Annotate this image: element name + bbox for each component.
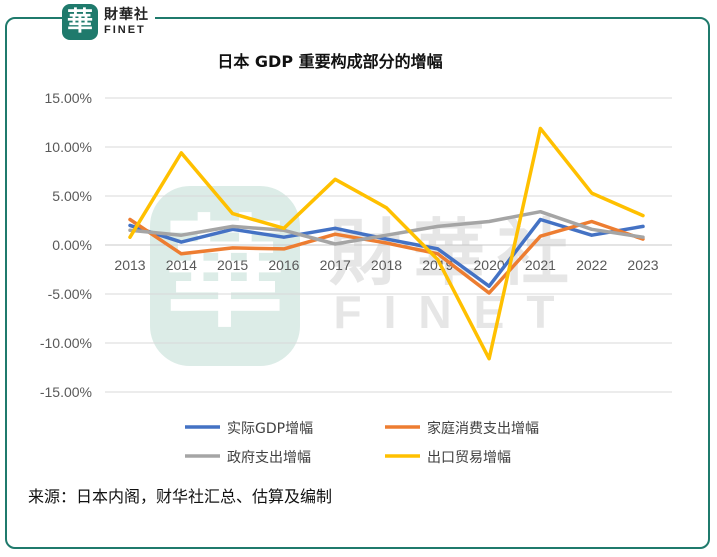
logo-name-en: FINET	[104, 24, 146, 36]
legend-label: 政府支出增幅	[227, 450, 311, 466]
y-axis-tick-labels: 15.00% 10.00% 5.00% 0.00% -5.00% -10.00% -15.0…	[40, 90, 92, 400]
logo-text: 財華社 FINET	[104, 8, 149, 36]
y-tick-label: -5.00%	[48, 286, 92, 302]
logo-badge: 華	[62, 4, 98, 40]
finet-logo: 華 財華社 FINET	[62, 4, 155, 40]
watermark: 華 財華社 FINET	[150, 186, 577, 366]
series-line	[128, 209, 645, 246]
chart-frame	[5, 17, 710, 549]
series-line	[128, 217, 645, 288]
x-tick-label: 2018	[371, 257, 402, 273]
watermark-badge-shape	[150, 186, 300, 366]
legend-label: 实际GDP增幅	[227, 421, 313, 437]
series-line	[128, 126, 645, 361]
gridlines	[105, 97, 672, 393]
x-tick-label: 2016	[268, 257, 299, 273]
x-tick-label: 2014	[166, 257, 197, 273]
y-tick-label: 0.00%	[52, 237, 92, 253]
x-tick-label: 2020	[474, 257, 505, 273]
x-tick-label: 2021	[525, 257, 556, 273]
logo-name-cn: 財華社	[104, 7, 149, 23]
x-tick-label: 2017	[320, 257, 351, 273]
y-tick-label: 5.00%	[52, 188, 92, 204]
x-axis-tick-labels: 2013 2014 2015 2016 2017 2018 2019 2020 2021 2022…	[114, 257, 658, 273]
y-tick-label: -10.00%	[40, 335, 92, 351]
legend-label: 出口贸易增幅	[427, 450, 511, 466]
x-tick-label: 2023	[627, 257, 658, 273]
y-tick-label: 15.00%	[45, 90, 92, 106]
watermark-name-en: FINET	[334, 286, 577, 338]
legend-label: 家庭消费支出增幅	[427, 420, 539, 437]
x-tick-label: 2015	[217, 257, 248, 273]
chart-title: 日本 GDP 重要构成部分的增幅	[217, 52, 442, 71]
x-tick-label: 2013	[114, 257, 145, 273]
y-tick-label: 10.00%	[45, 139, 92, 155]
series-lines	[128, 126, 645, 361]
source-note: 来源：日本内阁，财华社汇总、估算及编制	[28, 487, 333, 506]
x-tick-label: 2022	[576, 257, 607, 273]
series-line	[128, 217, 645, 295]
logo-badge-char: 華	[66, 7, 93, 37]
y-tick-label: -15.00%	[40, 384, 92, 400]
